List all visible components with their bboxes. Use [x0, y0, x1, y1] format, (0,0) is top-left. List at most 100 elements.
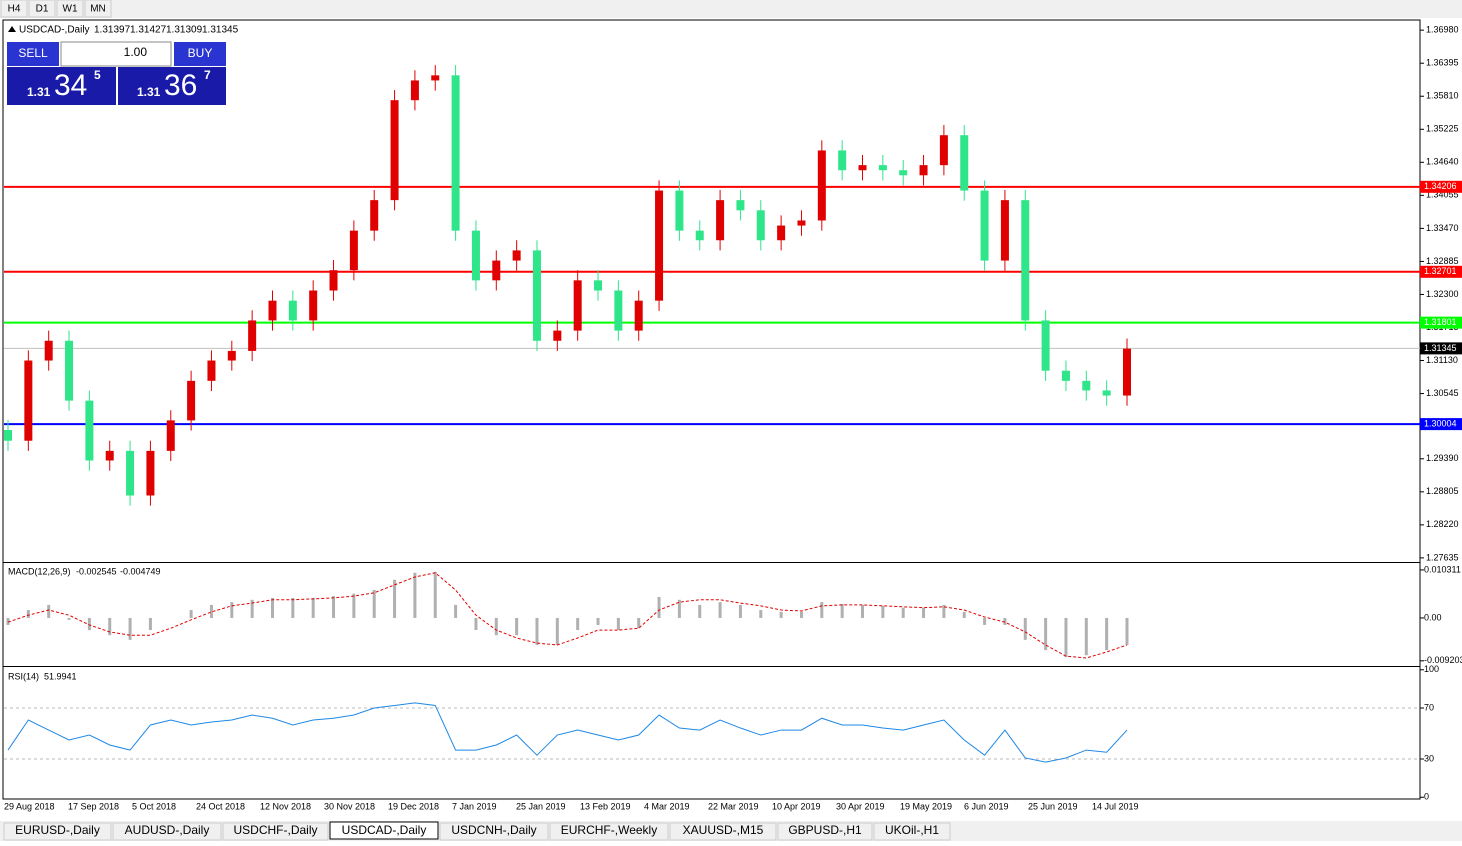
tab-label: USDCHF-,Daily [234, 823, 318, 837]
quote-value: 1.31427 [130, 25, 167, 36]
level-label-box [1420, 180, 1462, 193]
candle-body [573, 280, 582, 331]
timeframe-button[interactable] [56, 0, 84, 18]
candle-body [329, 270, 338, 291]
tab[interactable] [439, 822, 549, 841]
collapse-icon[interactable] [8, 26, 16, 32]
buy-frac: 7 [204, 68, 211, 82]
level-label-box [1420, 316, 1462, 329]
candle-body [65, 340, 74, 401]
tab[interactable] [777, 822, 873, 841]
candle-body [1041, 320, 1050, 371]
quote-value: 1.31345 [202, 25, 239, 36]
candle-body [1102, 390, 1111, 396]
buy-label: BUY [188, 46, 213, 60]
quote-value: 1.31309 [166, 25, 203, 36]
chart-frame [2, 19, 1421, 800]
sell-label: SELL [18, 46, 48, 60]
timeframe-button[interactable] [28, 0, 56, 18]
candle-body [1000, 200, 1009, 261]
tab-label: USDCNH-,Daily [451, 823, 536, 837]
candle-body [370, 200, 379, 231]
macd-signal-line [7, 572, 1128, 659]
tab[interactable] [549, 822, 669, 841]
tab[interactable] [873, 822, 951, 841]
candle-body [166, 420, 175, 451]
candle-body [187, 380, 196, 421]
y-tick-label: 1.29390 [1426, 453, 1459, 463]
symbol: USDCAD-,Daily [19, 25, 90, 36]
level-label: 1.34206 [1424, 181, 1457, 191]
lot-input[interactable] [60, 41, 172, 67]
sell-big: 1.31 [27, 85, 51, 99]
x-tick-label: 4 Mar 2019 [644, 801, 690, 811]
level-label-box [1420, 265, 1462, 278]
y-tick-label: -0.009203 [1424, 655, 1462, 665]
buy-price[interactable] [118, 67, 226, 105]
candle-body [492, 260, 501, 281]
sell-frac: 5 [94, 68, 101, 82]
candle-body [451, 75, 460, 231]
level-label: 1.30004 [1424, 418, 1457, 428]
lots: 1.00 [124, 45, 148, 59]
quote-value: 1.31397 [94, 25, 131, 36]
y-tick-label: 1.32885 [1426, 256, 1459, 266]
tab-label: GBPUSD-,H1 [788, 823, 862, 837]
candle-body [126, 450, 135, 496]
tab[interactable] [3, 822, 112, 841]
candle-body [817, 150, 826, 221]
buy-button[interactable] [174, 42, 226, 66]
macd-label: MACD(12,26,9) [8, 566, 71, 576]
y-tick-label: 1.36980 [1426, 25, 1459, 35]
y-tick-label: 1.27635 [1426, 552, 1459, 562]
tab[interactable] [222, 822, 329, 841]
candle-body [1123, 348, 1131, 396]
timeframe-button[interactable] [0, 0, 28, 18]
candle-body [288, 300, 297, 321]
y-tick-label: 1.34640 [1426, 157, 1459, 167]
candle-body [614, 290, 623, 331]
tab[interactable] [329, 821, 439, 840]
timeframe-label: H4 [8, 4, 21, 15]
candle-body [268, 300, 277, 321]
timeframe-label: MN [90, 4, 106, 15]
sell-price[interactable] [7, 67, 116, 105]
y-tick-label: 1.35225 [1426, 124, 1459, 134]
tab[interactable] [112, 822, 222, 841]
tab-label: EURUSD-,Daily [15, 823, 100, 837]
x-tick-label: 19 May 2019 [900, 801, 952, 811]
candle-body [105, 450, 114, 461]
candle-body [309, 290, 318, 321]
tab[interactable] [669, 822, 777, 841]
current-price-label: 1.31345 [1424, 343, 1457, 353]
sell-button[interactable] [7, 42, 59, 66]
macd-main: -0.002545 [76, 566, 117, 576]
tab-label: USDCAD-,Daily [342, 823, 427, 837]
x-tick-label: 10 Apr 2019 [772, 801, 821, 811]
candle-body [980, 190, 989, 261]
x-tick-label: 25 Jan 2019 [516, 801, 566, 811]
candle-body [410, 80, 419, 101]
candle-body [716, 200, 725, 241]
tab-label: EURCHF-,Weekly [561, 823, 657, 837]
toolbar [0, 0, 1462, 18]
x-tick-label: 17 Sep 2018 [68, 801, 119, 811]
candle-body [899, 170, 908, 176]
candle-body [471, 230, 480, 281]
timeframe-button[interactable] [84, 0, 112, 18]
rsi-label: RSI(14) [8, 671, 39, 681]
x-tick-label: 24 Oct 2018 [196, 801, 245, 811]
candle-body [1061, 370, 1070, 381]
buy-big: 1.31 [137, 85, 161, 99]
level-label: 1.32701 [1424, 266, 1457, 276]
tab-label: XAUUSD-,M15 [683, 823, 764, 837]
y-tick-label: 1.33470 [1426, 223, 1459, 233]
y-tick-label: 1.28220 [1426, 519, 1459, 529]
x-tick-label: 7 Jan 2019 [452, 801, 497, 811]
candle-body [553, 330, 562, 341]
x-tick-label: 30 Nov 2018 [324, 801, 375, 811]
candle-body [797, 220, 806, 226]
candle-body [4, 429, 12, 441]
